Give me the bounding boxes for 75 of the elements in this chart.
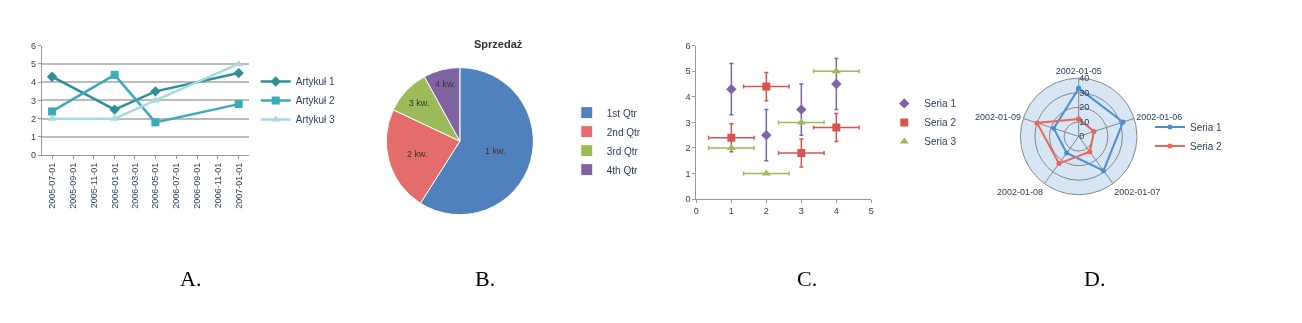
x-tick-label: 3 <box>798 205 804 216</box>
y-tick-label: 0 <box>1079 131 1085 142</box>
point <box>151 118 160 127</box>
x-tick-label: 2006-03-01 <box>129 162 140 209</box>
legend-label: Seria 1 <box>924 98 957 110</box>
point <box>48 107 57 116</box>
x-tick-label: 1 <box>728 205 734 216</box>
point <box>110 114 120 121</box>
legend-label: 2nd Qtr <box>606 126 641 138</box>
point <box>150 86 161 97</box>
legend-label: Artykuł 3 <box>295 114 336 126</box>
x-tick-label: 2005-07-01 <box>47 162 58 209</box>
y-tick-label: 2 <box>31 113 37 124</box>
spoke-label: 2002-01-08 <box>997 186 1044 197</box>
x-tick-label: 2007-01-01 <box>233 162 244 209</box>
point <box>233 67 244 79</box>
y-tick-label: 6 <box>31 40 37 51</box>
y-tick-label: 4 <box>685 91 691 102</box>
legend-label: Seria 1 <box>1189 121 1223 133</box>
point <box>726 143 736 150</box>
y-tick-label: 3 <box>31 95 37 106</box>
legend-label: 1st Qtr <box>606 107 638 119</box>
text: 2 kw. <box>407 148 428 159</box>
legend-label: 3rd Qtr <box>606 145 639 157</box>
text: D. <box>1084 266 1106 291</box>
legend-label: Seria 3 <box>924 136 957 148</box>
x-tick-label: 5 <box>868 205 874 216</box>
y-tick-label: 1 <box>31 132 37 143</box>
point <box>831 78 842 90</box>
y-tick-label: 20 <box>1079 102 1090 113</box>
legend-label: Seria 2 <box>924 117 957 129</box>
point <box>761 129 772 141</box>
point <box>832 123 841 132</box>
point <box>797 149 806 158</box>
y-tick-label: 5 <box>685 66 691 77</box>
legend-label: 4th Qtr <box>606 164 638 176</box>
text: A. <box>180 266 202 291</box>
x-tick-label: 2005-09-01 <box>68 162 79 209</box>
spoke-label: 2002-01-06 <box>1136 112 1183 123</box>
x-tick-label: 2006-01-01 <box>109 162 120 209</box>
point <box>109 104 120 115</box>
x-tick-label: 0 <box>693 205 699 216</box>
text: 3 kw. <box>408 97 430 108</box>
point <box>761 169 771 176</box>
spoke-label: 2002-01-09 <box>974 112 1022 123</box>
x-tick-label: 4 <box>833 205 839 216</box>
x-tick-label: 2006-07-01 <box>171 162 182 209</box>
legend-label: Seria 2 <box>1189 140 1223 152</box>
point <box>762 82 771 91</box>
point <box>46 71 58 82</box>
chart-title: Sprzedaż <box>474 38 523 50</box>
x-tick-label: 2005-11-01 <box>88 162 99 209</box>
legend-label: Artykuł 2 <box>295 95 336 107</box>
y-tick-label: 4 <box>31 77 37 88</box>
point <box>726 83 737 95</box>
text: C. <box>797 266 818 291</box>
x-tick-label: 2006-11-01 <box>212 162 223 209</box>
point <box>110 70 119 79</box>
point <box>796 104 807 115</box>
point <box>234 100 243 109</box>
x-tick-label: 2 <box>763 205 769 216</box>
spoke-label: 2002-01-07 <box>1114 186 1161 197</box>
text: 1 kw. <box>484 146 506 157</box>
x-tick-label: 2006-05-01 <box>150 162 161 209</box>
y-tick-label: 5 <box>31 59 37 70</box>
legend-label: Artykuł 1 <box>295 76 336 88</box>
text: B. <box>475 266 496 291</box>
y-tick-label: 3 <box>685 117 691 128</box>
y-tick-label: 2 <box>685 143 691 154</box>
point <box>727 133 736 142</box>
x-tick-label: 2006-09-01 <box>192 162 203 209</box>
point <box>831 67 841 74</box>
y-tick-label: 0 <box>31 150 37 161</box>
text: 4 kw. <box>434 79 456 90</box>
y-tick-label: 6 <box>685 40 691 51</box>
